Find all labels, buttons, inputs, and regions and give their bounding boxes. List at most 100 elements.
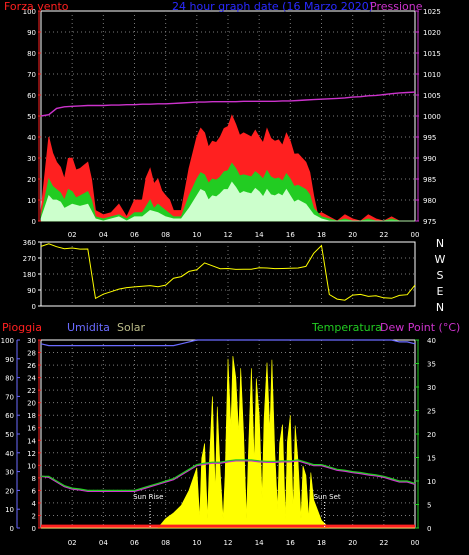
rain-humidity-solar-temp-panel: 0102030405060708090100024681012141618202… — [1, 321, 461, 547]
temp-tick-label: 40 — [427, 337, 436, 345]
wind-pressure-series — [40, 91, 416, 222]
solar-label: Solar — [117, 321, 146, 334]
pressure-axis-label: Pressione — [370, 0, 423, 13]
hour-tick-label: 20 — [348, 231, 357, 239]
hour-tick-label: 14 — [255, 231, 264, 239]
wind-tick-label: 0 — [32, 218, 36, 226]
pioggia-tick-label: 26 — [27, 362, 36, 370]
wind-tick-label: 90 — [27, 29, 36, 37]
hour-tick-label: 12 — [224, 539, 233, 547]
pressure-tick-label: 1020 — [423, 29, 441, 37]
hour-tick-label: 04 — [99, 231, 108, 239]
pressure-tick-label: 975 — [423, 218, 436, 226]
temp-tick-label: 35 — [427, 361, 436, 369]
hour-tick-label: 10 — [192, 539, 201, 547]
pioggia-label: Pioggia — [2, 321, 42, 334]
pressure-tick-label: 985 — [423, 176, 436, 184]
wind-tick-label: 30 — [27, 155, 36, 163]
temp-tick-label: 20 — [427, 431, 436, 439]
pioggia-tick-label: 18 — [27, 412, 36, 420]
pressure-tick-label: 990 — [423, 155, 436, 163]
wind-tick-label: 80 — [27, 50, 36, 58]
direction-tick-label: 270 — [23, 255, 36, 263]
pressure-tick-label: 1025 — [423, 8, 441, 16]
hour-tick-label: 10 — [192, 231, 201, 239]
sun-set-label: Sun Set — [314, 493, 341, 501]
umidita-tick-label: 60 — [5, 412, 14, 420]
umidita-tick-label: 70 — [5, 393, 14, 401]
wind-pressure-panel: 0102030405060708090100975980985990995100… — [4, 0, 441, 239]
pioggia-tick-label: 4 — [32, 500, 37, 508]
humidity-line — [40, 339, 416, 347]
hour-tick-label: 18 — [317, 539, 326, 547]
compass-label: W — [435, 253, 446, 266]
wind-tick-label: 60 — [27, 92, 36, 100]
climate-ticks: 0102030405060708090100024681012141618202… — [1, 337, 436, 547]
wind-max-area — [40, 114, 415, 222]
temp-tick-label: 0 — [427, 525, 431, 533]
pioggia-tick-label: 6 — [32, 487, 37, 495]
hour-tick-label: 14 — [255, 539, 264, 547]
pressure-tick-label: 1010 — [423, 71, 441, 79]
hour-tick-label: 00 — [411, 539, 420, 547]
direction-tick-label: 90 — [27, 287, 36, 295]
wind-direction-grid — [41, 242, 415, 306]
pioggia-tick-label: 30 — [27, 337, 36, 345]
chart-title: 24 hour graph date (16 Marzo 2020) — [172, 0, 373, 13]
climate-series — [40, 339, 416, 529]
pioggia-tick-label: 24 — [27, 375, 36, 383]
hour-tick-label: 06 — [130, 231, 139, 239]
umidita-tick-label: 0 — [10, 525, 14, 533]
umidita-tick-label: 50 — [5, 431, 14, 439]
pioggia-tick-label: 14 — [27, 437, 36, 445]
pioggia-tick-label: 12 — [27, 450, 36, 458]
pioggia-tick-label: 20 — [27, 400, 36, 408]
temp-tick-label: 25 — [427, 408, 436, 416]
umidita-tick-label: 20 — [5, 487, 14, 495]
dew-point-label: Dew Point (°C) — [380, 321, 460, 334]
direction-tick-label: 180 — [23, 271, 36, 279]
hour-tick-label: 04 — [99, 539, 108, 547]
wind-tick-label: 20 — [27, 176, 36, 184]
wind-tick-label: 10 — [27, 197, 36, 205]
wind-pressure-ticks: 0102030405060708090100975980985990995100… — [23, 8, 441, 239]
wind-direction-line — [40, 243, 416, 301]
pioggia-tick-label: 16 — [27, 425, 36, 433]
pressure-tick-label: 980 — [423, 197, 436, 205]
pressure-line — [40, 91, 416, 117]
temp-tick-label: 30 — [427, 384, 436, 392]
wind-pressure-grid — [41, 11, 415, 221]
hour-tick-label: 00 — [411, 231, 420, 239]
umidita-tick-label: 40 — [5, 450, 14, 458]
sun-annotations: Sun Rise Sun Set — [133, 493, 341, 528]
hour-tick-label: 20 — [348, 539, 357, 547]
hour-tick-label: 08 — [161, 231, 170, 239]
pressure-tick-label: 1015 — [423, 50, 441, 58]
hour-tick-label: 22 — [379, 539, 388, 547]
wind-tick-label: 70 — [27, 71, 36, 79]
wind-gust-area — [40, 181, 415, 222]
hour-tick-label: 02 — [68, 539, 77, 547]
compass-label: E — [437, 285, 444, 298]
pioggia-tick-label: 2 — [32, 512, 36, 520]
direction-tick-label: 0 — [32, 303, 36, 311]
compass-label: N — [436, 237, 444, 250]
dew-point-line — [40, 460, 416, 493]
pressure-tick-label: 995 — [423, 134, 436, 142]
umidita-label: Umidita — [67, 321, 110, 334]
hour-tick-label: 22 — [379, 231, 388, 239]
umidita-tick-label: 100 — [1, 337, 14, 345]
hour-tick-label: 18 — [317, 231, 326, 239]
temp-tick-label: 15 — [427, 455, 436, 463]
hour-tick-label: 08 — [161, 539, 170, 547]
hour-tick-label: 16 — [286, 231, 295, 239]
direction-tick-label: 360 — [23, 239, 36, 247]
pressure-tick-label: 1005 — [423, 92, 441, 100]
compass-label: S — [437, 269, 444, 282]
solar-area — [41, 355, 415, 529]
pioggia-tick-label: 8 — [32, 475, 36, 483]
sun-rise-label: Sun Rise — [133, 493, 163, 501]
pressure-tick-label: 1000 — [423, 113, 441, 121]
